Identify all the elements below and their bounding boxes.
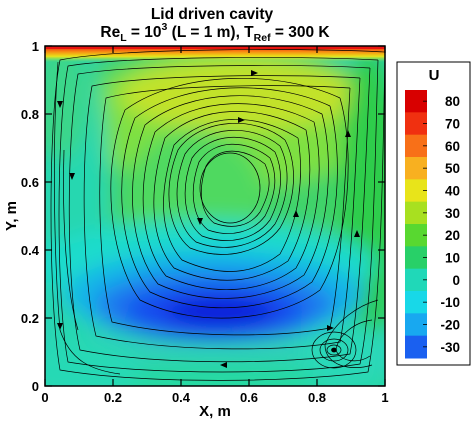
y-axis: 0 0.2 0.4 0.6 0.8 1	[21, 39, 385, 394]
corner-vortex-core	[331, 347, 337, 353]
streamline-left-2	[63, 149, 79, 331]
y-tick-label: 0	[32, 379, 39, 394]
subtitle-mid: (L = 1 m), T	[167, 24, 254, 41]
y-tick-label: 0.4	[21, 243, 40, 258]
colorbar-level-label: 30	[445, 206, 460, 221]
chart-title: Lid driven cavity	[151, 6, 274, 23]
colorbar-level-label: 60	[445, 139, 460, 154]
colorbar-swatch	[405, 224, 427, 247]
arrow-left-2	[69, 173, 75, 180]
colorbar-swatch	[405, 112, 427, 136]
streamline-mid-6	[163, 118, 301, 272]
streamline-mid-2	[121, 87, 338, 309]
chart-subtitle: ReL = 103 (L = 1 m), TRef = 300 K	[100, 21, 330, 44]
colorbar-swatch	[405, 90, 427, 113]
arrow-mid-1	[197, 218, 203, 225]
streamline-mid-5	[153, 111, 311, 281]
streamline-inner-5	[201, 150, 270, 227]
colorbar-swatch	[405, 246, 427, 270]
streamline-arrows	[57, 70, 360, 368]
streamline-outer-5	[99, 85, 351, 336]
x-tick-label: 0.4	[172, 390, 191, 405]
streamline-outer-3	[68, 65, 371, 363]
corner-vortex-ring-2	[319, 338, 349, 362]
colorbar-level-label: 70	[445, 117, 460, 132]
y-tick-label: 0.8	[21, 107, 39, 122]
streamline-inner-2	[176, 129, 288, 248]
streamline-inner-3	[184, 136, 281, 241]
primary-vortex-core-outline	[199, 152, 261, 224]
arrow-right-1	[354, 230, 360, 237]
colorbar-title: U	[429, 67, 440, 84]
colorbar-level-label: -10	[440, 295, 460, 310]
x-tick-label: 0.6	[240, 390, 258, 405]
colorbar-level-label: -30	[440, 340, 460, 355]
streamline-outer-2	[58, 57, 379, 373]
colorbar-legend: U 80 70 60 50 40 30 20 10 0 -10 -20 -30	[396, 61, 471, 366]
colorbar-swatch	[405, 335, 427, 359]
colorbar-swatches	[405, 90, 427, 359]
colorbar-swatch	[405, 157, 427, 180]
colorbar-level-label: 20	[445, 228, 460, 243]
arrow-left-3	[57, 323, 63, 330]
streamline-mid-1	[110, 77, 349, 319]
colorbar-swatch	[405, 268, 427, 292]
arrow-left-1	[57, 101, 63, 108]
streamline-outer-4	[83, 75, 361, 350]
colorbar-level-label: 10	[445, 251, 460, 266]
x-tick-label: 1	[381, 390, 388, 405]
streamline-outer-1	[50, 49, 385, 381]
y-tick-label: 1	[32, 39, 39, 54]
corner-vortex-ring-3	[326, 344, 342, 356]
colorbar-swatch	[405, 291, 427, 314]
x-tick-label: 0.8	[308, 390, 326, 405]
colorbar-level-label: -20	[440, 318, 460, 333]
streamline-mid-4	[142, 103, 320, 290]
arrow-corner	[327, 325, 334, 331]
x-tick-label: 0	[41, 390, 48, 405]
colorbar-level-label: 0	[452, 273, 460, 288]
y-axis-label: Y, m	[3, 201, 20, 231]
streamline-inner-4	[192, 143, 276, 234]
streamline-inner-1	[168, 123, 294, 255]
streamline-mid-3	[132, 95, 329, 299]
colorbar-labels: 80 70 60 50 40 30 20 10 0 -10 -20 -30	[423, 94, 460, 355]
arrow-right-2	[345, 130, 351, 137]
arrow-bottom	[220, 362, 227, 368]
colorbar-swatch	[405, 201, 427, 225]
colorbar-level-label: 80	[445, 94, 460, 109]
x-axis: 0 0.2 0.4 0.6 0.8 1	[41, 46, 389, 405]
arrow-top	[251, 70, 258, 76]
subtitle-eq: = 10	[127, 24, 162, 41]
colorbar-swatch	[405, 134, 427, 158]
subtitle-re: Re	[100, 24, 120, 41]
arrow-mid-2	[293, 210, 299, 217]
colorbar-swatch	[405, 313, 427, 337]
subtitle-exp: 3	[162, 21, 168, 33]
x-tick-label: 0.2	[104, 390, 122, 405]
plot-frame	[44, 45, 386, 387]
y-tick-label: 0.2	[21, 311, 39, 326]
arrow-mid-3	[238, 117, 245, 123]
x-axis-label: X, m	[199, 403, 231, 420]
colorbar-swatch	[405, 179, 427, 203]
streamlines	[50, 49, 385, 381]
corner-vortex-ring-1	[311, 331, 357, 369]
streamline-corner-1	[324, 299, 379, 368]
colorbar-level-label: 50	[445, 161, 460, 176]
y-tick-label: 0.6	[21, 175, 39, 190]
subtitle-tail: = 300 K	[271, 24, 331, 41]
subtitle-re-sub: L	[120, 32, 127, 44]
contour-field	[45, 46, 385, 386]
colorbar-level-label: 40	[445, 184, 460, 199]
streamline-left-1	[54, 61, 121, 375]
subtitle-t-sub: Ref	[254, 32, 271, 44]
